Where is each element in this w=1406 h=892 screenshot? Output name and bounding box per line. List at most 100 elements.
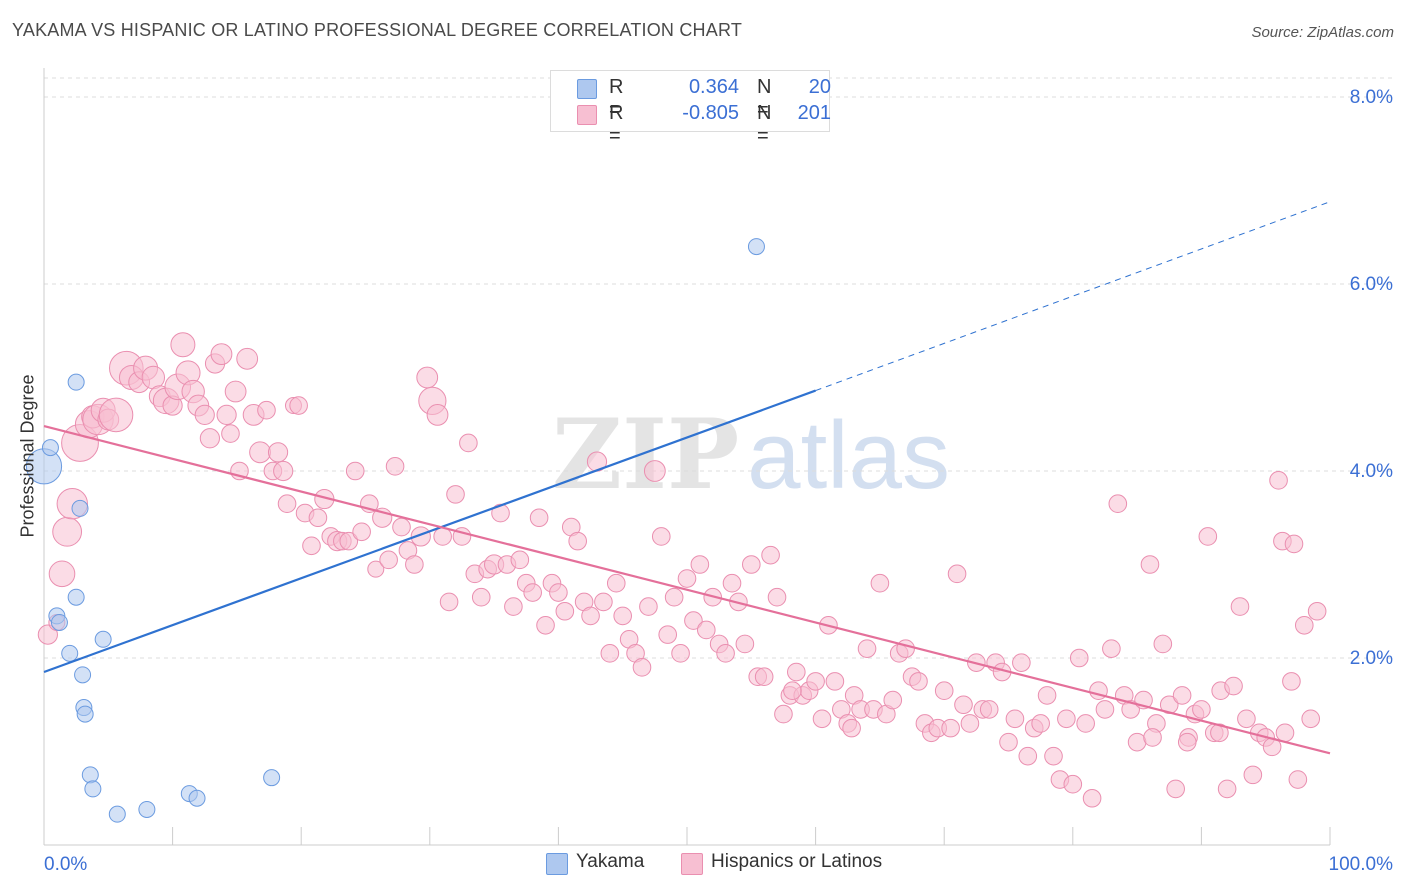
y-tick-label: 4.0% bbox=[1350, 461, 1393, 482]
hispanic-point bbox=[392, 517, 411, 537]
hispanic-point bbox=[257, 400, 276, 420]
hispanic-point bbox=[812, 709, 832, 729]
hispanic-point bbox=[471, 587, 491, 607]
hispanic-point bbox=[459, 433, 478, 453]
hispanic-point bbox=[52, 516, 83, 547]
hispanic-point bbox=[870, 573, 890, 593]
hispanic-point bbox=[236, 347, 259, 370]
hispanic-point bbox=[1005, 709, 1025, 729]
yakama-trend-extension bbox=[815, 201, 1331, 392]
hispanic-point bbox=[523, 583, 542, 602]
hispanic-point bbox=[934, 681, 954, 701]
watermark-zip: ZIP bbox=[552, 398, 740, 511]
hispanic-point bbox=[277, 494, 297, 514]
hispanic-point bbox=[643, 460, 666, 482]
yakama-point bbox=[76, 705, 94, 723]
hispanic-point bbox=[416, 366, 439, 389]
hispanic-point bbox=[947, 564, 967, 584]
correlation-legend: R = 0.364 N = 20 R = -0.805 N = 201 bbox=[550, 70, 831, 147]
hispanic-point bbox=[1198, 527, 1218, 546]
hispanic-point bbox=[613, 606, 633, 626]
yakama-point bbox=[41, 439, 59, 457]
source-credit: Source: ZipAtlas.com bbox=[1251, 24, 1394, 41]
hispanic-point bbox=[199, 428, 220, 449]
hispanic-point bbox=[98, 397, 134, 433]
hispanic-point bbox=[1121, 700, 1140, 719]
hispanic-point bbox=[677, 569, 697, 588]
yakama-point bbox=[67, 373, 85, 391]
hispanic-point bbox=[352, 522, 371, 542]
yakama-point bbox=[108, 805, 126, 823]
legend-label: Yakama bbox=[576, 851, 645, 872]
hispanic-point bbox=[954, 695, 973, 715]
x-tick-label: 0.0% bbox=[44, 854, 87, 875]
chart-title: YAKAMA VS HISPANIC OR LATINO PROFESSIONA… bbox=[12, 20, 743, 40]
yakama-point bbox=[94, 630, 112, 648]
hispanic-point bbox=[825, 672, 845, 691]
hispanic-point bbox=[960, 714, 980, 733]
hispanic-point bbox=[735, 634, 755, 654]
y-tick-label: 2.0% bbox=[1350, 648, 1393, 669]
hispanic-point bbox=[754, 667, 774, 687]
hispanic-point bbox=[690, 555, 710, 574]
hispanic-point bbox=[410, 526, 431, 547]
yakama-point bbox=[71, 499, 89, 517]
hispanic-point bbox=[1282, 672, 1301, 691]
hispanic-point bbox=[742, 555, 761, 574]
hispanic-point bbox=[379, 550, 398, 570]
hispanic-point bbox=[1069, 648, 1089, 668]
hispanic-point bbox=[302, 536, 321, 556]
yakama-point bbox=[67, 588, 85, 606]
hispanic-point bbox=[1243, 765, 1263, 785]
hispanic-point bbox=[1284, 534, 1304, 554]
hispanic-point bbox=[141, 365, 166, 390]
hispanic-point bbox=[842, 718, 861, 738]
yakama-trend-line bbox=[43, 389, 816, 674]
hispanic-point bbox=[308, 508, 328, 528]
hispanic-point bbox=[1012, 653, 1031, 672]
yakama-point bbox=[50, 613, 68, 631]
hispanic-point bbox=[345, 461, 365, 481]
hispanic-point bbox=[267, 442, 289, 463]
hispanic-point bbox=[385, 457, 405, 476]
hispanic-point bbox=[491, 503, 510, 523]
hispanic-point bbox=[1082, 788, 1102, 808]
hispanic-point bbox=[639, 597, 658, 616]
hispanic-point bbox=[1172, 686, 1192, 705]
hispanic-point bbox=[1018, 746, 1038, 766]
hispanic-point bbox=[289, 396, 308, 415]
hispanic-point bbox=[1108, 494, 1128, 514]
yakama-swatch bbox=[546, 853, 568, 875]
hispanic-point bbox=[510, 550, 530, 570]
hispanic-point bbox=[1063, 774, 1083, 794]
hispanic-point bbox=[651, 527, 671, 546]
n-label: N = bbox=[757, 76, 772, 121]
hispanic-point bbox=[568, 531, 587, 551]
hispanic-point bbox=[1294, 615, 1314, 635]
hispanic-point bbox=[883, 690, 903, 710]
hispanic-point bbox=[1031, 714, 1050, 733]
hispanic-point bbox=[446, 485, 465, 504]
n-label: N = bbox=[757, 102, 772, 147]
y-axis-label: Professional Degree bbox=[17, 374, 38, 538]
hispanic-point bbox=[339, 531, 359, 551]
hispanic-point bbox=[1127, 732, 1147, 752]
hispanic-point bbox=[1237, 709, 1256, 729]
hispanic-point bbox=[600, 644, 620, 663]
watermark-atlas: atlas bbox=[747, 402, 950, 509]
hispanic-point bbox=[1301, 709, 1321, 729]
hispanic-point bbox=[1275, 723, 1295, 743]
hispanic-point bbox=[439, 592, 459, 612]
hispanic-point bbox=[671, 644, 690, 663]
yakama-point bbox=[84, 780, 102, 798]
yakama-point bbox=[747, 238, 765, 256]
hispanic-point bbox=[1140, 555, 1160, 574]
legend-label: Hispanics or Latinos bbox=[711, 851, 883, 872]
hispanic-point bbox=[896, 639, 915, 658]
hispanic-point bbox=[1269, 471, 1288, 490]
hispanic-point bbox=[405, 555, 424, 574]
x-tick-label: 100.0% bbox=[1329, 854, 1394, 875]
y-tick-label: 8.0% bbox=[1350, 87, 1393, 108]
hispanic-point bbox=[1177, 732, 1197, 752]
hispanic-point bbox=[857, 639, 877, 658]
